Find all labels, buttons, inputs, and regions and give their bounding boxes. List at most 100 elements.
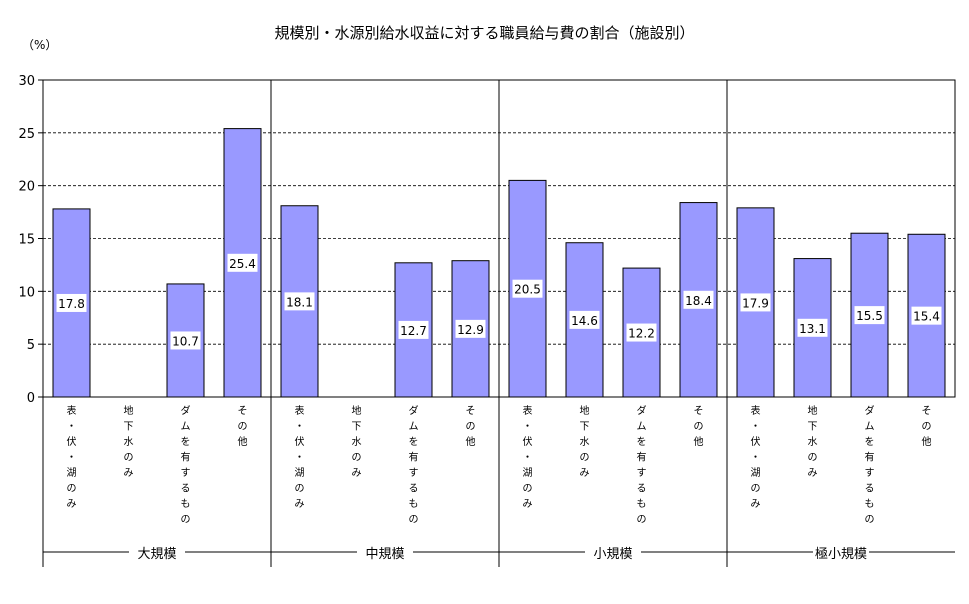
data-label: 17.8: [58, 297, 85, 311]
category-label-char: 伏: [295, 435, 305, 448]
category-label-char: 有: [181, 451, 191, 464]
data-label: 12.2: [628, 327, 655, 341]
category-label-char: み: [751, 499, 761, 510]
group-label: 小規模: [593, 547, 632, 562]
category-label-char: 下: [580, 422, 590, 433]
category-label-char: の: [352, 453, 362, 464]
category-label-char: 下: [352, 422, 362, 433]
data-label-box: [56, 293, 87, 312]
data-label: 15.4: [913, 310, 940, 324]
category-label-char: ・: [67, 422, 77, 433]
data-label: 15.5: [856, 309, 883, 323]
y-tick-label: 30: [18, 74, 35, 89]
category-label-char: 水: [124, 436, 134, 448]
category-label-char: の: [865, 515, 875, 526]
data-label: 12.9: [457, 323, 484, 337]
category-label-char: そ: [466, 405, 476, 417]
category-label-char: 有: [409, 451, 419, 464]
category-label-char: み: [352, 468, 362, 479]
category-label-char: そ: [694, 405, 704, 417]
category-label-char: 他: [466, 435, 476, 448]
category-label-char: み: [124, 468, 134, 479]
data-label: 20.5: [514, 283, 541, 297]
category-label-char: を: [865, 436, 875, 448]
category-label-char: ・: [751, 422, 761, 433]
category-label-char: 表: [523, 404, 533, 417]
category-label-char: も: [409, 498, 419, 510]
category-label-char: の: [580, 453, 590, 464]
category-label-char: 伏: [67, 435, 77, 448]
category-label-char: ・: [751, 453, 761, 464]
category-label-char: 他: [694, 435, 704, 448]
category-label-char: 湖: [751, 467, 761, 479]
data-label: 25.4: [229, 257, 256, 271]
category-label-char: る: [865, 483, 875, 495]
category-label-char: す: [865, 467, 875, 479]
data-label-box: [170, 331, 201, 350]
category-label-char: み: [523, 499, 533, 510]
category-label-char: ダ: [865, 404, 875, 417]
category-label-char: 表: [67, 404, 77, 417]
data-label: 18.4: [685, 294, 712, 308]
category-label-char: み: [295, 499, 305, 510]
category-label-char: の: [295, 484, 305, 495]
category-label-char: の: [466, 422, 476, 433]
data-label-box: [626, 323, 657, 342]
data-label-box: [797, 318, 828, 337]
data-labels: 17.8 10.7 25.4 18.1 12.7 12.9 20.5 14.6 12.2 18.4…: [56, 253, 942, 350]
group-label: 大規模: [137, 547, 176, 562]
data-label-box: [512, 279, 543, 298]
data-label: 14.6: [571, 314, 598, 328]
y-tick-label: 10: [18, 285, 35, 300]
category-label-char: も: [637, 498, 647, 510]
category-label-char: の: [238, 422, 248, 433]
y-tick-label: 5: [27, 338, 35, 353]
category-label-char: の: [694, 422, 704, 433]
data-label-box: [284, 292, 315, 311]
data-label-box: [740, 293, 771, 312]
chart-title: 規模別・水源別給水収益に対する職員給与費の割合（施設別）: [274, 24, 695, 42]
category-label-char: の: [922, 422, 932, 433]
category-label-char: を: [409, 436, 419, 448]
data-label: 12.7: [400, 324, 427, 338]
data-label-box: [854, 306, 885, 325]
y-tick-label: 20: [18, 180, 35, 195]
category-label-char: み: [580, 468, 590, 479]
category-label-char: 湖: [67, 467, 77, 479]
category-label-char: み: [67, 499, 77, 510]
category-label-char: 地: [808, 404, 818, 417]
data-label-box: [227, 253, 258, 272]
category-label-char: も: [181, 498, 191, 510]
category-label-char: ・: [295, 422, 305, 433]
category-label-char: す: [181, 467, 191, 479]
category-label-char: ダ: [637, 404, 647, 417]
category-label-char: ・: [523, 453, 533, 464]
category-label-char: ム: [637, 421, 647, 433]
category-label-char: も: [865, 498, 875, 510]
category-label-char: 地: [124, 404, 134, 417]
category-label-char: を: [637, 436, 647, 448]
data-label: 18.1: [286, 295, 313, 309]
category-label-char: み: [808, 468, 818, 479]
category-label-char: ・: [67, 453, 77, 464]
data-label: 10.7: [172, 334, 199, 348]
category-label-char: す: [637, 467, 647, 479]
category-label-char: の: [751, 484, 761, 495]
data-label-box: [911, 306, 942, 325]
category-label-char: る: [181, 483, 191, 495]
category-label-char: ム: [181, 421, 191, 433]
y-axis-unit-label: （%）: [22, 38, 58, 52]
category-label-char: を: [181, 436, 191, 448]
category-label-char: そ: [922, 405, 932, 417]
category-label-char: の: [523, 484, 533, 495]
data-label-box: [398, 320, 429, 339]
category-label-char: の: [637, 515, 647, 526]
category-label-char: 伏: [523, 435, 533, 448]
category-label-char: 他: [922, 435, 932, 448]
category-label-char: 水: [352, 436, 362, 448]
category-label-char: る: [409, 483, 419, 495]
category-label-char: 表: [295, 404, 305, 417]
category-label-char: 下: [808, 422, 818, 433]
data-label-box: [683, 290, 714, 309]
